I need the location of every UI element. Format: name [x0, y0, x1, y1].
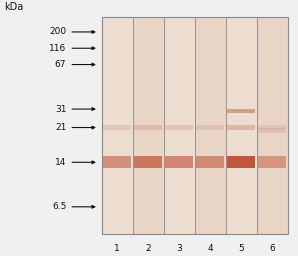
Text: 5: 5: [238, 244, 244, 253]
Bar: [258, 128, 286, 133]
Text: 4: 4: [207, 244, 213, 253]
Bar: [195, 17, 226, 234]
Bar: [227, 125, 255, 130]
Bar: [196, 125, 224, 130]
Text: 14: 14: [55, 158, 66, 167]
Bar: [226, 17, 257, 234]
Bar: [102, 17, 133, 234]
Text: 6: 6: [269, 244, 275, 253]
Bar: [227, 156, 255, 168]
Bar: [164, 17, 195, 234]
Bar: [165, 156, 193, 168]
Bar: [134, 125, 162, 130]
Bar: [103, 156, 131, 168]
Bar: [133, 17, 164, 234]
Bar: [102, 17, 288, 234]
Text: 6.5: 6.5: [52, 202, 66, 211]
Bar: [165, 125, 193, 130]
Text: 31: 31: [55, 104, 66, 114]
Bar: [102, 17, 288, 234]
Bar: [257, 17, 288, 234]
Bar: [196, 156, 224, 168]
Bar: [134, 156, 162, 168]
Text: 21: 21: [55, 123, 66, 132]
Bar: [258, 156, 286, 168]
Text: 116: 116: [49, 44, 66, 53]
Text: 67: 67: [55, 60, 66, 69]
Bar: [258, 125, 286, 130]
Text: kDa: kDa: [4, 2, 24, 12]
Bar: [103, 125, 131, 130]
Text: 200: 200: [49, 27, 66, 36]
Text: 1: 1: [114, 244, 120, 253]
Bar: [227, 109, 255, 113]
Text: 3: 3: [176, 244, 182, 253]
Text: 2: 2: [145, 244, 151, 253]
